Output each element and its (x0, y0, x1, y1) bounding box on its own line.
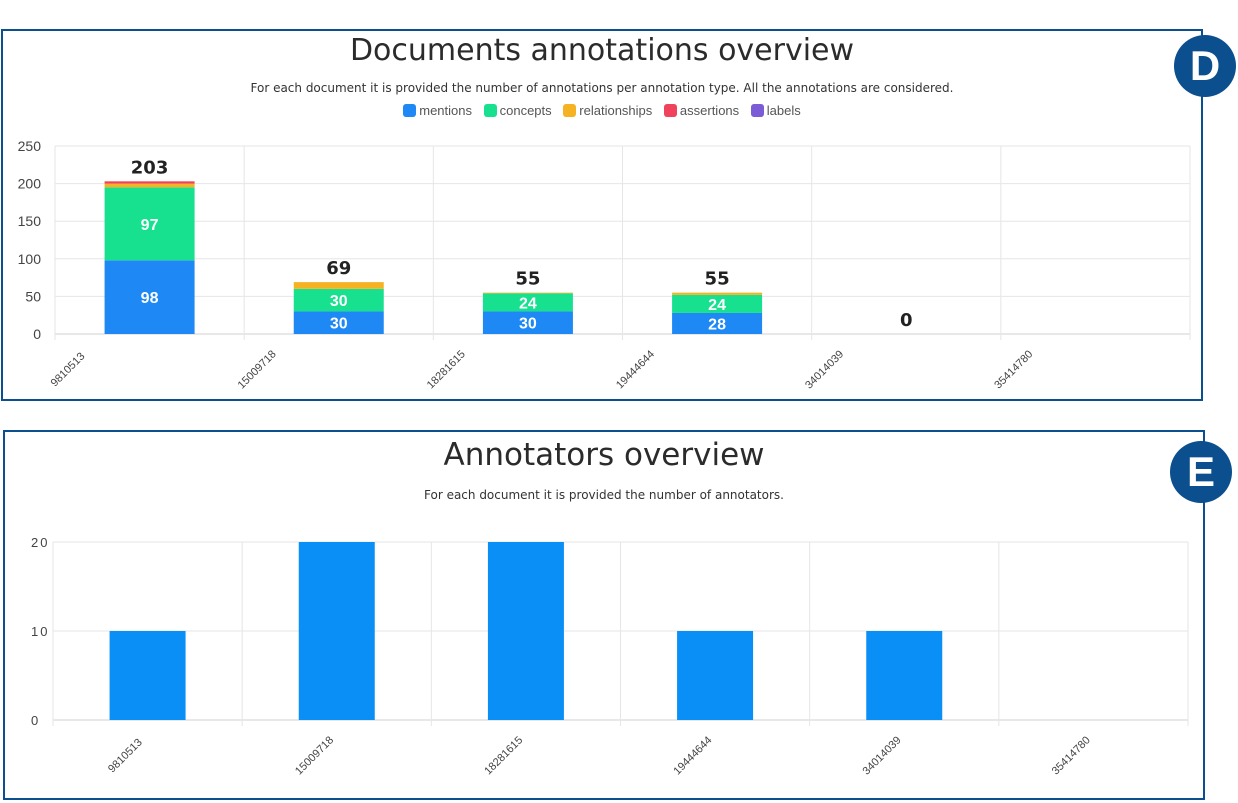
x-tick-label: 34014039 (803, 348, 846, 391)
legend-swatch-mentions (403, 104, 417, 117)
bar-segment-concepts (672, 294, 763, 313)
legend-item-assertions[interactable]: assertions (663, 103, 740, 118)
bar-total-label: 0 (900, 310, 913, 331)
legend-label: concepts (499, 103, 552, 118)
legend-label: labels (766, 103, 801, 118)
y-tick-label: 50 (25, 288, 41, 304)
x-tick-label: 34014039 (861, 734, 904, 777)
bar-chart: 0 10 20 9810513 15009718 18281615 19444644 3401… (31, 535, 1189, 777)
bar-segment-concepts (104, 187, 195, 261)
chart-subtitle: For each document it is provided the num… (424, 488, 784, 502)
bar-total-label: 55 (515, 269, 540, 290)
bar-segment-relationships (293, 282, 384, 289)
legend-swatch-labels (750, 104, 764, 117)
panel-badge-e: E (1170, 441, 1232, 503)
y-tick-label: 250 (18, 138, 42, 154)
legend-label: assertions (679, 103, 740, 118)
bar-value-label: 28 (708, 316, 726, 333)
x-tick-label: 35414780 (992, 348, 1035, 391)
x-tick-label: 19444644 (614, 348, 657, 391)
x-tick-label: 35414780 (1050, 734, 1093, 777)
bar-value-label: 30 (519, 316, 537, 333)
chart-title: Documents annotations overview (349, 33, 855, 68)
bar-value-label: 24 (519, 295, 537, 312)
bar-value-label: 30 (330, 293, 348, 310)
y-tick-label: 0 (33, 326, 41, 342)
documents-annotations-panel: Documents annotations overview For each … (1, 29, 1203, 401)
x-tick-label: 15009718 (293, 734, 336, 777)
bar-total-label: 203 (131, 157, 169, 178)
legend-label: mentions (419, 103, 472, 118)
bar-segment-concepts (482, 293, 573, 312)
bar (109, 631, 186, 720)
legend-label: relationships (579, 103, 653, 118)
bar-value-label: 97 (141, 217, 159, 234)
bar-segment-relationships (672, 292, 763, 295)
bar-value-label: 24 (708, 297, 726, 314)
y-tick-label: 10 (31, 624, 49, 639)
bar (677, 631, 754, 720)
x-tick-label: 15009718 (236, 348, 279, 391)
legend-swatch-concepts (483, 104, 497, 117)
bar-value-label: 30 (330, 316, 348, 333)
bar (866, 631, 943, 720)
bar-segment-relationships (104, 183, 195, 188)
bar-total-label: 69 (326, 258, 351, 279)
y-tick-label: 0 (31, 713, 40, 728)
x-tick-label: 9810513 (106, 736, 145, 775)
legend-swatch-assertions (663, 104, 677, 117)
bar-segment-concepts (293, 288, 384, 312)
bar-segment-mentions (293, 311, 384, 334)
legend-item-labels[interactable]: labels (750, 103, 801, 118)
x-tick-label: 18281615 (425, 348, 468, 391)
y-tick-label: 150 (18, 213, 42, 229)
bar-total-label: 55 (705, 269, 730, 290)
legend-swatch-relationships (563, 104, 577, 117)
bar (487, 542, 564, 720)
panel-badge-d: D (1174, 35, 1236, 97)
y-tick-label: 100 (18, 251, 42, 267)
bar-segment-assertions (104, 181, 195, 184)
bar (298, 542, 375, 720)
chart-subtitle: For each document it is provided the num… (250, 81, 954, 95)
legend-item-concepts[interactable]: concepts (483, 103, 552, 118)
legend-item-mentions[interactable]: mentions (403, 103, 472, 118)
bar-segment-mentions (104, 260, 195, 334)
x-tick-label: 19444644 (671, 734, 714, 777)
x-tick-label: 18281615 (482, 734, 525, 777)
x-tick-label: 9810513 (49, 350, 88, 389)
bar-value-label: 98 (141, 290, 159, 307)
bar-segment-mentions (672, 312, 763, 334)
annotators-panel: Annotators overview For each document it… (3, 430, 1205, 800)
bar-segment-relationships (482, 292, 573, 294)
stacked-bar-chart: 0 50 100 150 200 250 98 97 203 9810513 30 30 69 15009… (18, 138, 1191, 391)
y-tick-label: 20 (31, 535, 49, 550)
bar-segment-mentions (482, 311, 573, 334)
legend-item-relationships[interactable]: relationships (563, 103, 652, 118)
chart-legend: mentions concepts relationships assertio… (3, 103, 1201, 118)
y-tick-label: 200 (18, 176, 42, 192)
chart-title: Annotators overview (443, 437, 765, 473)
